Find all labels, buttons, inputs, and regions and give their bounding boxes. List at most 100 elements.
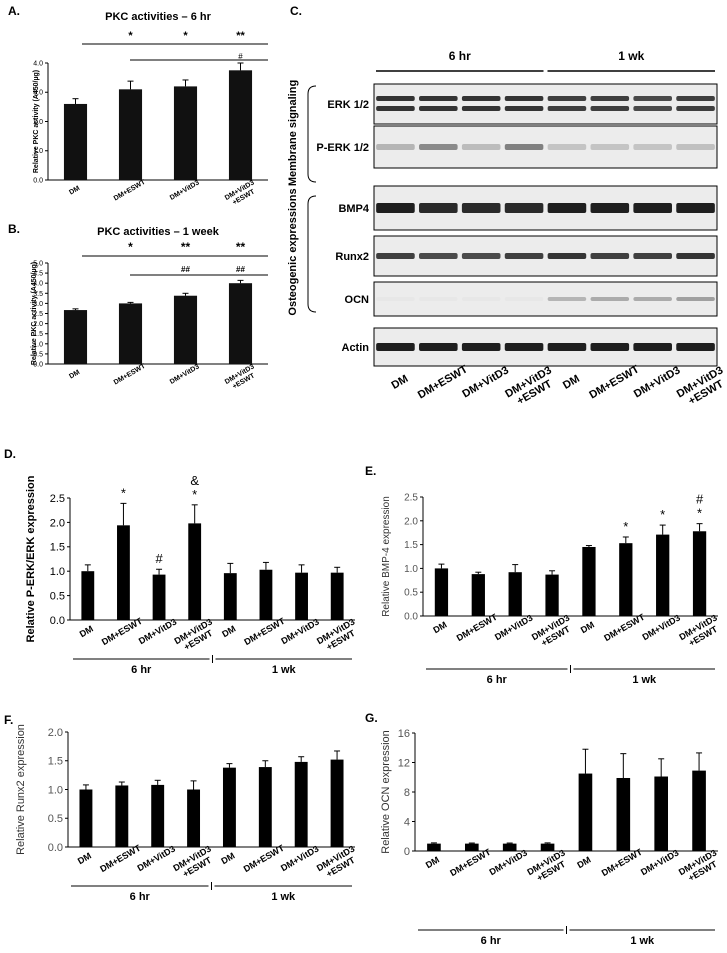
y-tick-label: 0.0 <box>50 615 65 627</box>
y-tick-label: 12 <box>398 757 410 769</box>
bar <box>471 574 485 616</box>
bar <box>582 546 596 616</box>
panel-label: G. <box>365 711 378 725</box>
bar <box>152 574 166 620</box>
y-tick-label: 1.0 <box>48 784 63 796</box>
blot-band <box>590 203 630 213</box>
blot-band <box>547 96 587 101</box>
blot-band <box>633 253 672 259</box>
category-label: DM+VitD3+ESWT <box>525 848 571 886</box>
bar <box>222 767 236 847</box>
bar <box>79 789 93 847</box>
blot-band <box>547 144 587 150</box>
bar <box>654 776 669 851</box>
blot-band <box>376 253 415 259</box>
category-label: DM+ESWT <box>113 179 148 203</box>
bar <box>259 569 273 620</box>
category-label: DM+ESWT <box>113 363 148 387</box>
group-label: 1 wk <box>630 935 655 947</box>
y-tick-label: 0.0 <box>33 177 43 184</box>
bar <box>330 572 344 620</box>
bar <box>173 295 198 364</box>
y-tick-label: 3.0 <box>33 301 43 308</box>
blot-band <box>633 144 672 150</box>
blot-band <box>461 297 501 301</box>
lane-label: DM <box>390 373 411 392</box>
significance-mark: & * <box>190 473 199 502</box>
blot-band <box>676 253 715 259</box>
category-label: DM+VitD3 <box>640 613 681 643</box>
y-tick-label: 0.0 <box>48 842 63 854</box>
blot-band <box>590 297 630 301</box>
blot-band <box>461 96 501 101</box>
band-label: Runx2 <box>335 251 369 263</box>
y-tick-label: 0.5 <box>33 351 43 358</box>
y-tick-label: 4.0 <box>33 281 43 288</box>
lane-label: DM+VitD3 <box>632 364 683 400</box>
category-label: DM <box>68 185 81 197</box>
bar <box>151 784 165 847</box>
category-label: DM+VitD3 <box>279 617 320 647</box>
bar <box>118 89 143 180</box>
y-tick-label: 1.0 <box>33 341 43 348</box>
blot-band <box>676 144 715 150</box>
panel-d: D. 0.0 0.5 1.0 1.5 2.0 2.5 Relative P-ERK/ERK e… <box>0 440 363 695</box>
panel-label: D. <box>4 447 16 461</box>
category-label: DM <box>579 620 596 636</box>
y-axis-label: Relative PKC activity (A450/µg) <box>31 262 38 365</box>
y-tick-label: 1.0 <box>50 566 65 578</box>
chart-a: A. PKC activities – 6 hr 0.0 1.0 2.0 3.0 4.0 Re… <box>8 4 268 207</box>
blot-band <box>376 203 415 213</box>
y-tick-label: 4 <box>404 816 410 828</box>
blot-band <box>419 343 458 351</box>
chart-f: F. 0.0 0.5 1.0 1.5 2.0 Relative Runx2 expressi… <box>4 713 361 903</box>
bar <box>545 574 559 616</box>
significance-mark: * <box>183 30 188 42</box>
panel-a: A. PKC activities – 6 hr 0.0 1.0 2.0 3.0 4.0 Re… <box>0 0 280 215</box>
y-tick-label: 0.0 <box>404 612 418 623</box>
blot-band <box>461 343 501 351</box>
group-label: 6 hr <box>487 674 508 686</box>
bar <box>619 543 633 616</box>
y-tick-label: 1.5 <box>33 331 43 338</box>
blot-band <box>419 96 458 101</box>
significance-mark: ## <box>181 265 190 274</box>
bar <box>295 572 308 620</box>
bar <box>502 843 517 851</box>
significance-mark: ** <box>236 240 246 254</box>
significance-mark: * <box>128 30 133 42</box>
bar <box>63 310 88 364</box>
y-tick-label: 1.5 <box>48 756 63 768</box>
y-axis-label: Relative Runx2 expression <box>15 724 27 855</box>
bar <box>187 789 201 847</box>
blot-band <box>419 144 458 150</box>
time-group-label: 1 wk <box>618 49 644 63</box>
y-tick-label: 2.0 <box>404 516 418 527</box>
category-label: DM+VitD3+ESWT <box>315 844 361 882</box>
blot-band <box>676 343 715 351</box>
section-bracket <box>307 195 317 313</box>
panel-b: B. PKC activities – 1 week 0.0 0.5 1.0 1.5 2.0… <box>0 215 280 415</box>
section-label: Membrane signaling <box>287 80 299 186</box>
group-label: 1 wk <box>272 664 297 676</box>
blot-band <box>419 297 458 301</box>
bar <box>330 759 344 847</box>
blot-band <box>461 144 501 150</box>
blot-band <box>547 297 587 301</box>
y-tick-label: 1.0 <box>404 564 418 575</box>
blot-band <box>633 343 672 351</box>
category-label: DM+VitD3+ESWT <box>172 617 218 655</box>
lane-label: DM+VitD3+ESWT <box>675 364 727 411</box>
blot-band <box>376 144 415 150</box>
blot-band <box>376 343 415 351</box>
lane-label: DM+VitD3+ESWT <box>503 364 560 411</box>
bar <box>656 534 670 616</box>
category-label: DM+VitD3 <box>279 844 320 874</box>
category-label: DM+VitD3+ESWT <box>224 363 260 392</box>
bar <box>692 531 707 616</box>
category-label: DM+VitD3 <box>137 617 178 647</box>
y-tick-label: 2.0 <box>50 517 65 529</box>
y-tick-label: 0.5 <box>404 588 418 599</box>
blot-band <box>547 343 587 351</box>
